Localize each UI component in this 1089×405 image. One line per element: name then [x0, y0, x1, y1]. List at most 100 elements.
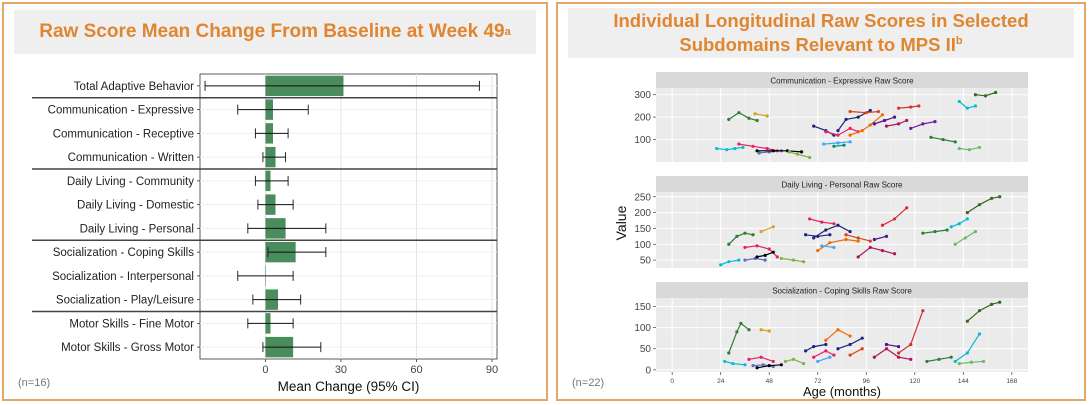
y-tick-label: 50 — [640, 256, 652, 267]
series-point — [965, 351, 969, 355]
series-point — [836, 133, 840, 137]
series-point — [884, 234, 889, 238]
series-point — [751, 364, 755, 368]
series-point — [820, 244, 824, 248]
series-point — [897, 106, 901, 110]
series-point — [973, 229, 978, 234]
series-point — [832, 144, 836, 148]
mean-change-bar-chart: Total Adaptive Behavior Communication - E… — [32, 73, 498, 394]
x-tick-label: 168 — [1006, 378, 1017, 385]
series-point — [977, 332, 982, 336]
series-point — [848, 133, 852, 137]
series-point — [767, 329, 771, 333]
series-point — [998, 300, 1002, 304]
series-point — [909, 357, 913, 361]
series-point — [725, 148, 729, 152]
series-point — [868, 239, 872, 243]
series-point — [868, 108, 872, 113]
series-point — [757, 151, 761, 155]
y-tick-label: 250 — [634, 192, 651, 203]
right-title-sup: b — [955, 35, 963, 48]
series-point — [872, 237, 876, 242]
series-line — [813, 224, 851, 239]
series-point — [909, 105, 913, 109]
series-point — [801, 260, 806, 264]
right-n-label: (n=22) — [572, 377, 605, 389]
series-point — [872, 355, 876, 359]
series-point — [771, 250, 775, 254]
series-point — [727, 242, 731, 246]
series-point — [884, 342, 889, 347]
right-title-line2: Subdomains Relevant to MPS II — [679, 34, 956, 56]
series-point — [804, 233, 808, 237]
series-point — [824, 228, 828, 232]
category-label: Daily Living - Domestic — [77, 200, 194, 212]
series-point — [755, 366, 759, 370]
series-point — [957, 361, 961, 366]
series-point — [735, 330, 739, 334]
series-line — [837, 109, 871, 131]
right-panel: Individual Longitudinal Raw Scores in Se… — [556, 2, 1086, 401]
series-point — [795, 152, 800, 156]
series-point — [884, 124, 889, 128]
series-point — [836, 223, 840, 227]
series-point — [925, 359, 929, 364]
x-tick-label: 60 — [410, 364, 422, 376]
series-point — [779, 363, 783, 367]
x-tick-label: 0 — [670, 378, 674, 385]
series-point — [981, 359, 986, 364]
series-point — [897, 351, 901, 355]
series-line — [857, 246, 895, 258]
series-point — [897, 355, 901, 359]
series-point — [967, 148, 971, 152]
longitudinal-line-chart: Communication - Expressive Raw Score 100 2… — [613, 72, 1028, 399]
series-point — [779, 256, 783, 261]
series-point — [832, 245, 836, 250]
series-point — [921, 309, 925, 313]
y-tick-label: 150 — [634, 302, 651, 313]
series-point — [737, 142, 741, 146]
series-point — [949, 355, 953, 359]
series-point — [767, 364, 771, 368]
x-axis-title: Age (months) — [803, 384, 881, 399]
series-line — [966, 301, 1000, 322]
series-point — [848, 353, 852, 357]
facet-strip — [656, 72, 1028, 88]
series-line — [817, 356, 831, 362]
series-point — [737, 258, 741, 262]
y-tick-label: 50 — [640, 344, 652, 355]
series-point — [990, 302, 994, 306]
series-point — [882, 118, 887, 123]
category-label: Total Adaptive Behavior — [74, 81, 194, 93]
series-point — [771, 225, 775, 229]
x-tick-label: 72 — [814, 378, 822, 385]
series-point — [791, 258, 796, 262]
left-title-text: Raw Score Mean Change From Baseline at W… — [39, 21, 505, 42]
series-point — [824, 349, 828, 353]
series-point — [983, 94, 988, 98]
facet-title: Socialization - Coping Skills Raw Score — [772, 287, 912, 296]
series-point — [812, 355, 816, 359]
left-panel-title: Raw Score Mean Change From Baseline at W… — [14, 10, 536, 54]
series-point — [743, 231, 747, 235]
series-point — [973, 104, 978, 108]
series-point — [848, 140, 852, 144]
series-point — [965, 217, 969, 221]
series-point — [816, 248, 820, 253]
series-point — [949, 225, 953, 229]
series-line — [757, 150, 802, 153]
series-point — [822, 142, 826, 146]
x-tick-label: 0 — [262, 364, 268, 376]
series-point — [953, 242, 957, 246]
series-point — [737, 111, 741, 115]
series-point — [917, 104, 921, 108]
category-label: Communication - Receptive — [53, 128, 194, 140]
series-point — [977, 309, 982, 313]
series-point — [848, 229, 852, 234]
category-label: Daily Living - Personal — [80, 223, 194, 235]
series-point — [844, 237, 848, 242]
series-point — [828, 233, 832, 237]
series-point — [763, 258, 767, 262]
series-line — [825, 127, 859, 136]
series-point — [824, 342, 828, 347]
